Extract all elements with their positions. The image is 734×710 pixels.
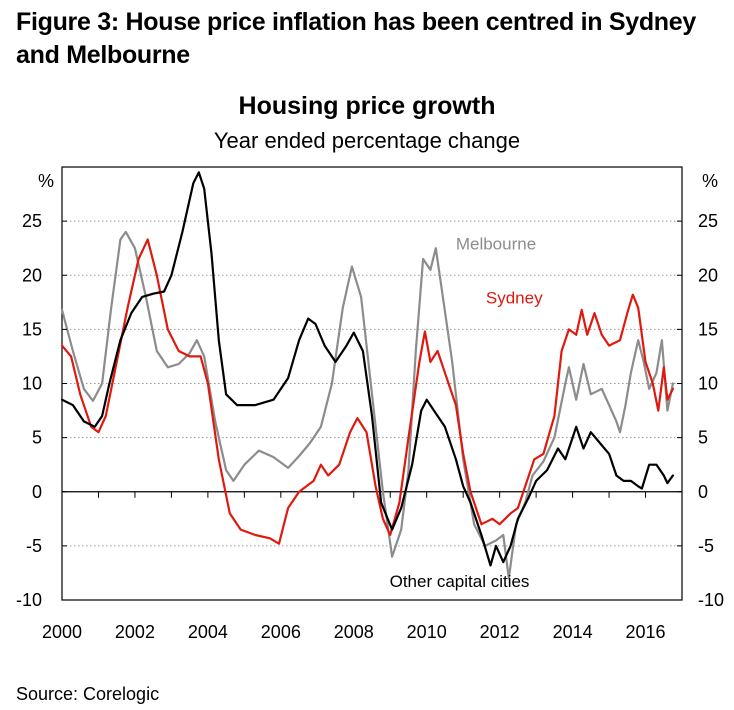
series-line-melbourne	[60, 230, 674, 580]
x-tick-label: 2002	[115, 622, 155, 642]
y-tick-label-right: 25	[698, 211, 718, 231]
y-tick-label-left: 10	[22, 374, 42, 394]
figure-title: Figure 3: House price inflation has been…	[16, 8, 696, 69]
y-tick-label-right: 5	[698, 428, 708, 448]
y-tick-label-left: 25	[22, 211, 42, 231]
y-unit-left: %	[38, 171, 54, 191]
y-tick-label-left: 0	[32, 482, 42, 502]
x-tick-label: 2000	[42, 622, 82, 642]
y-tick-label-right: 20	[698, 265, 718, 285]
x-tick-label: 2008	[334, 622, 374, 642]
y-tick-label-left: 20	[22, 265, 42, 285]
y-tick-label-left: -10	[16, 590, 42, 610]
y-axis-left: -10 -5 0 5 10 15 20 25	[16, 211, 67, 610]
y-tick-label-right: -5	[698, 536, 714, 556]
x-tick-label: 2004	[188, 622, 228, 642]
x-tick-label: 2010	[407, 622, 447, 642]
y-tick-label-right: -10	[698, 590, 724, 610]
source-note: Source: Corelogic	[16, 684, 160, 704]
y-tick-label-left: 15	[22, 319, 42, 339]
series-label-sydney: Sydney	[486, 288, 543, 307]
series-lines	[60, 171, 674, 580]
series-labels: Melbourne Sydney Other capital cities	[390, 234, 543, 591]
chart-subtitle: Year ended percentage change	[213, 128, 521, 153]
x-tick-label: 2006	[261, 622, 301, 642]
x-tick-label: 2012	[480, 622, 520, 642]
series-line-sydney	[60, 238, 674, 545]
y-tick-label-right: 15	[698, 319, 718, 339]
chart-title: Housing price growth	[238, 92, 496, 120]
y-tick-label-right: 10	[698, 374, 718, 394]
y-tick-label-left: -5	[26, 536, 42, 556]
x-tick-label: 2014	[553, 622, 593, 642]
x-axis: 2000 2002 2004 2006 2008 2010 2012 2014 2016	[42, 491, 683, 642]
y-unit-right: %	[702, 171, 718, 191]
series-label-melbourne: Melbourne	[456, 234, 536, 253]
y-axis-right: -10 -5 0 5 10 15 20 25	[677, 211, 724, 610]
y-tick-label-left: 5	[32, 428, 42, 448]
x-tick-label: 2016	[626, 622, 666, 642]
series-label-other-capital-cities: Other capital cities	[390, 572, 530, 591]
y-tick-label-right: 0	[698, 482, 708, 502]
series-line-other-capital-cities	[60, 171, 674, 567]
